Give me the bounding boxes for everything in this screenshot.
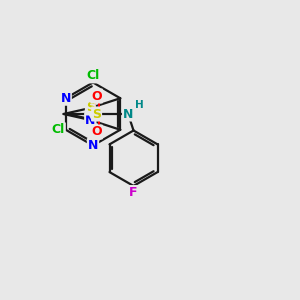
Text: O: O bbox=[91, 125, 102, 139]
Text: N: N bbox=[61, 92, 71, 105]
Text: Cl: Cl bbox=[86, 69, 100, 82]
Text: H: H bbox=[135, 100, 144, 110]
Text: F: F bbox=[129, 186, 138, 199]
Text: N: N bbox=[85, 113, 95, 127]
Text: Cl: Cl bbox=[52, 123, 65, 136]
Text: S: S bbox=[86, 101, 95, 115]
Text: N: N bbox=[88, 139, 98, 152]
Text: O: O bbox=[91, 89, 102, 103]
Text: N: N bbox=[123, 107, 133, 121]
Text: S: S bbox=[92, 107, 101, 121]
